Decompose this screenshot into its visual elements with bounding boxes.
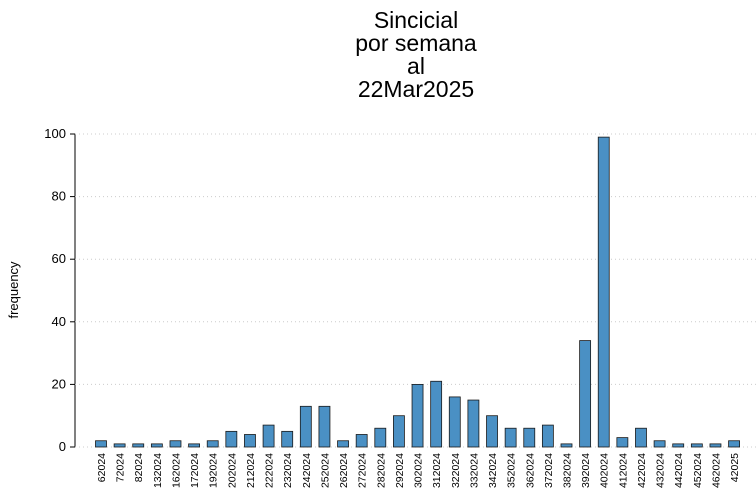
y-tick-label: 40 xyxy=(52,314,66,329)
bar xyxy=(690,443,703,448)
bar xyxy=(318,405,331,448)
y-tick-label: 100 xyxy=(44,126,66,141)
bar xyxy=(448,396,461,448)
x-tick-label: 312024 xyxy=(431,453,443,488)
bar xyxy=(597,136,610,448)
y-tick-label: 20 xyxy=(52,376,66,391)
x-tick-label: 212024 xyxy=(245,453,257,488)
x-tick-label: 272024 xyxy=(357,453,369,488)
bar xyxy=(374,427,387,448)
bar xyxy=(113,443,126,448)
bar xyxy=(225,430,238,448)
x-tick-label: 252024 xyxy=(319,453,331,488)
x-tick-label: 62024 xyxy=(96,453,108,482)
x-tick-label: 302024 xyxy=(413,453,425,488)
chart-title: 22Mar2025 xyxy=(358,76,474,102)
x-tick-label: 172024 xyxy=(189,453,201,488)
x-tick-label: 402024 xyxy=(599,453,611,488)
bar xyxy=(337,440,349,448)
bar xyxy=(430,380,443,448)
bar xyxy=(188,443,201,448)
bar xyxy=(95,440,107,448)
x-tick-label: 282024 xyxy=(375,453,387,488)
bar xyxy=(709,443,722,448)
x-tick-label: 242024 xyxy=(301,453,313,488)
chart-title: por semana xyxy=(355,30,477,56)
x-tick-label: 342024 xyxy=(487,453,499,488)
x-tick-label: 222024 xyxy=(264,453,276,488)
bar xyxy=(169,440,182,448)
x-tick-label: 262024 xyxy=(338,453,350,488)
x-tick-label: 332024 xyxy=(468,453,480,488)
y-axis-label: frequency xyxy=(6,261,21,319)
x-tick-label: 202024 xyxy=(226,453,238,488)
bar xyxy=(486,415,498,448)
bar xyxy=(579,340,592,448)
x-tick-label: 162024 xyxy=(170,453,182,488)
y-tick-label: 0 xyxy=(59,439,66,454)
x-tick-label: 362024 xyxy=(524,453,536,488)
bar xyxy=(150,443,163,448)
x-tick-label: 382024 xyxy=(562,453,574,488)
x-tick-label: 422024 xyxy=(636,453,648,488)
bar xyxy=(523,427,536,448)
bar xyxy=(635,427,647,448)
x-tick-label: 352024 xyxy=(506,453,518,488)
bar xyxy=(672,443,685,448)
x-tick-label: 132024 xyxy=(152,453,164,488)
bar xyxy=(560,443,573,448)
bar xyxy=(206,440,219,448)
x-tick-label: 452024 xyxy=(692,453,704,488)
bar xyxy=(299,405,312,448)
x-tick-label: 322024 xyxy=(450,453,462,488)
bar xyxy=(411,383,424,448)
y-tick-label: 80 xyxy=(52,189,66,204)
x-tick-label: 412024 xyxy=(617,453,629,488)
bar xyxy=(728,440,740,448)
bar xyxy=(504,427,517,448)
x-tick-label: 462024 xyxy=(710,453,722,488)
bar xyxy=(244,434,256,448)
y-tick-label: 60 xyxy=(52,251,66,266)
bar xyxy=(653,440,666,448)
bar xyxy=(467,399,480,448)
bar xyxy=(541,424,554,448)
bar xyxy=(281,430,294,448)
bar xyxy=(355,434,368,448)
bar xyxy=(132,443,145,448)
x-tick-label: 372024 xyxy=(543,453,555,488)
x-tick-label: 42025 xyxy=(729,453,741,482)
x-tick-label: 192024 xyxy=(208,453,220,488)
bar xyxy=(616,437,629,448)
x-tick-label: 82024 xyxy=(133,453,145,482)
x-tick-label: 292024 xyxy=(394,453,406,488)
x-tick-label: 442024 xyxy=(673,453,685,488)
bar xyxy=(262,424,275,448)
x-tick-label: 72024 xyxy=(115,453,127,482)
bar xyxy=(393,415,405,448)
x-tick-label: 432024 xyxy=(655,453,667,488)
x-tick-label: 392024 xyxy=(580,453,592,488)
x-tick-label: 232024 xyxy=(282,453,294,488)
chart-title: al xyxy=(407,53,425,79)
chart-title: Sincicial xyxy=(374,7,458,33)
